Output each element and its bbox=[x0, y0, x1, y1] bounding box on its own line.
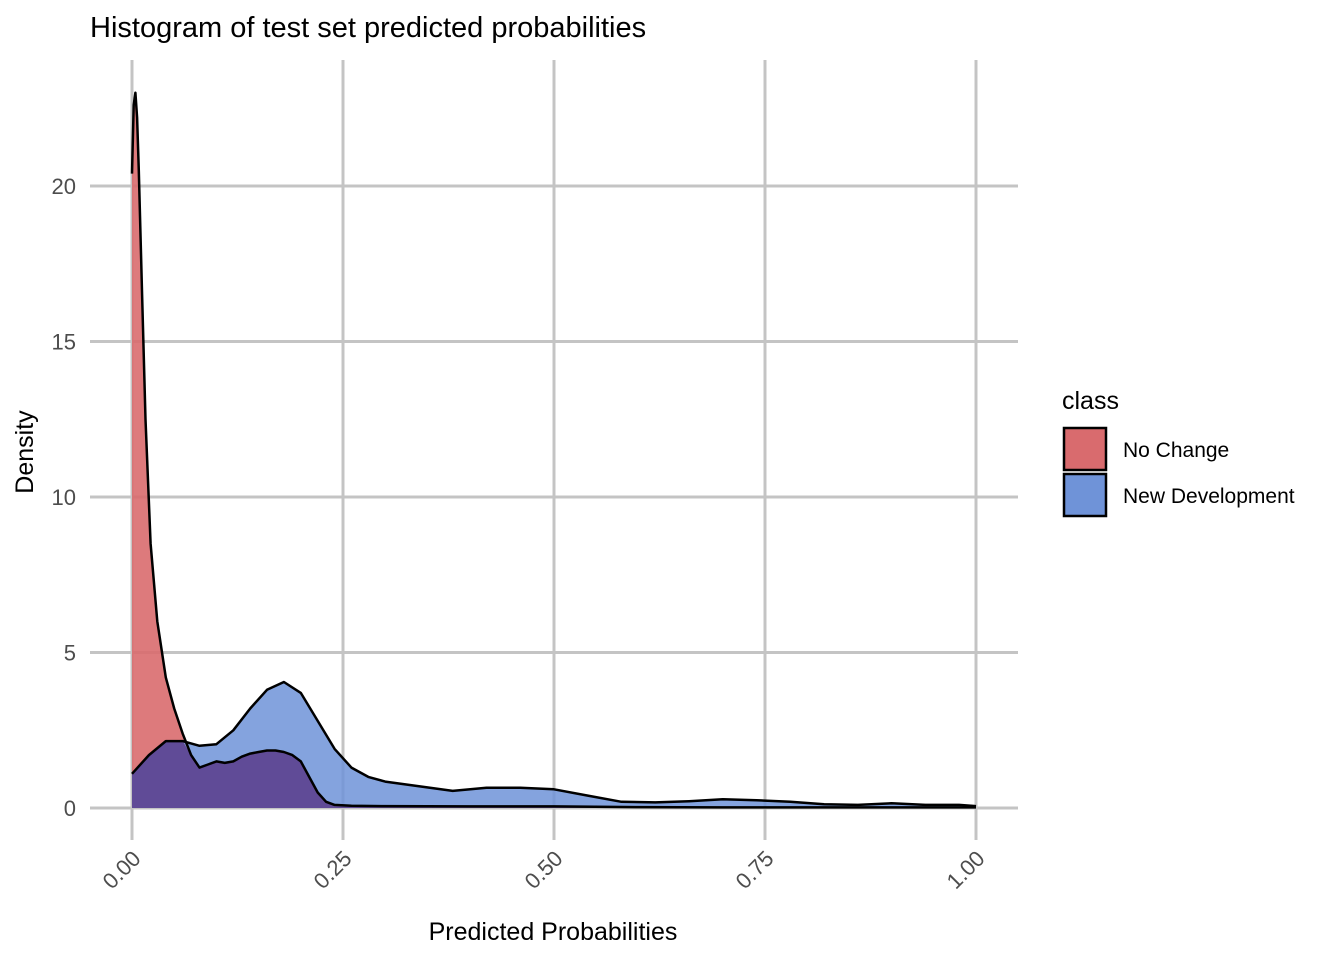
legend: class No Change New Development bbox=[1062, 387, 1295, 518]
x-axis-ticks: 0.00 0.25 0.50 0.75 1.00 bbox=[98, 846, 990, 894]
line-new-development bbox=[131, 680, 977, 808]
y-tick-label: 15 bbox=[52, 330, 76, 355]
y-tick-label: 20 bbox=[52, 174, 76, 199]
x-tick-label: 0.50 bbox=[520, 846, 568, 894]
chart-title: Histogram of test set predicted probabil… bbox=[90, 12, 646, 44]
x-axis-title: Predicted Probabilities bbox=[429, 918, 678, 946]
y-tick-label: 5 bbox=[64, 641, 76, 666]
y-axis-title: Density bbox=[11, 410, 39, 494]
y-tick-label: 10 bbox=[52, 485, 76, 510]
legend-key-no-change bbox=[1062, 426, 1108, 472]
legend-label-new-development: New Development bbox=[1123, 485, 1295, 508]
legend-label-no-change: No Change bbox=[1123, 439, 1229, 462]
y-axis-ticks: 0 5 10 15 20 bbox=[52, 174, 76, 821]
legend-key-new-development bbox=[1062, 472, 1108, 518]
grid-lines bbox=[90, 60, 1018, 840]
y-tick-label: 0 bbox=[64, 796, 76, 821]
line-no-change bbox=[130, 91, 976, 809]
density-series bbox=[130, 91, 977, 809]
x-tick-label: 0.00 bbox=[98, 846, 146, 894]
x-tick-label: 1.00 bbox=[942, 846, 990, 894]
overlap-area bbox=[132, 741, 976, 808]
area-new-development bbox=[132, 682, 976, 808]
x-tick-label: 0.25 bbox=[309, 846, 357, 894]
legend-title: class bbox=[1062, 387, 1119, 415]
x-tick-label: 0.75 bbox=[731, 846, 779, 894]
